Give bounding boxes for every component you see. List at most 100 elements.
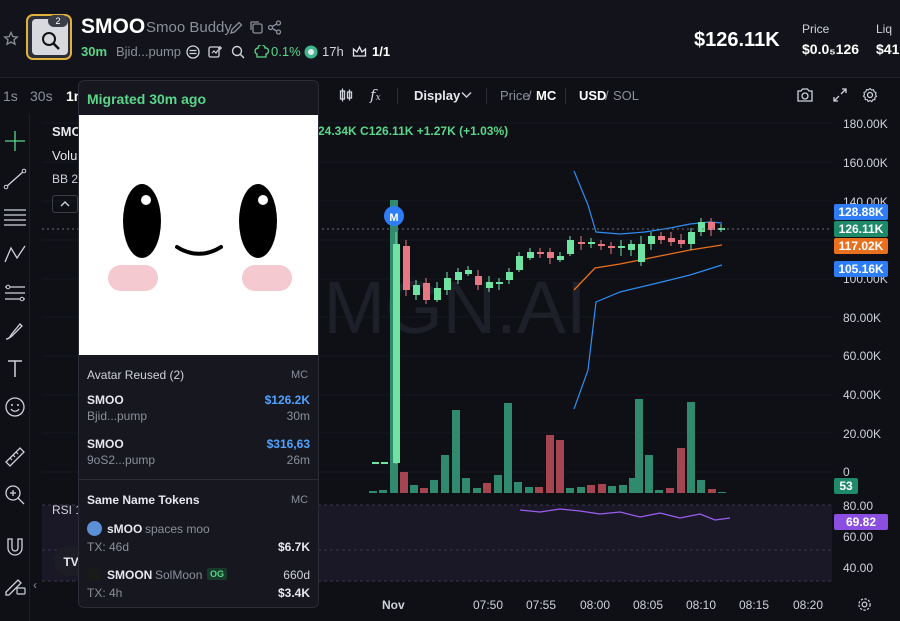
candle-body	[423, 283, 430, 300]
display-dropdown[interactable]: Display	[414, 88, 461, 103]
same-name-symbol: sMOO	[107, 522, 143, 536]
y-tick: 180.00K	[843, 117, 888, 131]
token-age: 30m	[81, 44, 108, 59]
edit-icon[interactable]	[229, 20, 244, 35]
x-tick: 08:05	[633, 598, 664, 612]
avatar-count-badge: 2	[48, 15, 68, 27]
search-icon[interactable]	[231, 45, 245, 59]
collapse-arrow-icon[interactable]: ‹	[33, 578, 37, 592]
token-symbol: SMOO	[81, 15, 146, 38]
volume-bar	[566, 488, 574, 493]
pattern-icon[interactable]	[2, 242, 28, 268]
website-icon[interactable]	[186, 45, 200, 59]
volume-bar	[535, 487, 543, 493]
same-name-tx: TX: 46d	[87, 540, 130, 554]
list-item[interactable]: sMOO spaces moo TX: 46d $6.7K	[79, 517, 318, 557]
candle-body	[527, 252, 534, 258]
timeframe-30s[interactable]: 30s	[30, 88, 53, 104]
timeframe-1s[interactable]: 1s	[3, 88, 18, 104]
fullscreen-icon[interactable]	[832, 87, 848, 103]
liquidity-label: Liq	[876, 22, 893, 36]
candle-body	[455, 272, 462, 280]
same-name-mc: $6.7K	[277, 540, 310, 554]
copy-icon[interactable]	[249, 20, 264, 35]
candle-body	[516, 256, 523, 270]
axis-settings-icon[interactable]	[857, 597, 872, 612]
migrated-status: Migrated 30m ago	[87, 91, 207, 107]
bb-indicator-label: BB 2	[52, 172, 79, 186]
mc-toggle[interactable]: MC	[536, 88, 557, 103]
collapse-indicators-button[interactable]	[52, 195, 78, 213]
candle-body	[444, 278, 451, 290]
price-toggle[interactable]: Price	[500, 88, 530, 103]
candle-type-icon[interactable]	[338, 87, 354, 103]
market-cap-value: $126.11K	[694, 29, 780, 51]
token-avatar	[87, 567, 102, 582]
list-item[interactable]: SMOO 9oS2...pump $316,63 26m	[79, 431, 318, 473]
svg-text:TV: TV	[63, 555, 78, 569]
mc-column-header: MC	[291, 494, 309, 506]
candle-body	[393, 244, 400, 463]
sol-toggle[interactable]: SOL	[613, 88, 640, 103]
x-tick: 08:20	[793, 598, 824, 612]
x-tick: Nov	[382, 598, 405, 612]
same-name-tx: TX: 4h	[87, 586, 123, 600]
star-icon[interactable]	[3, 31, 19, 47]
same-name-full: spaces moo	[145, 522, 210, 536]
candle-body	[678, 240, 685, 244]
chevron-down-icon[interactable]	[461, 91, 472, 99]
list-item[interactable]: SMOO Bjid...pump $126.2K 30m	[79, 387, 318, 429]
migration-marker[interactable]: M	[384, 206, 404, 226]
x-tick: 08:10	[686, 598, 717, 612]
crown-icon	[352, 45, 367, 59]
creator-address[interactable]: Bjid...pump	[116, 44, 182, 59]
share-icon[interactable]	[267, 20, 282, 35]
y-tick: 20.00K	[843, 427, 882, 441]
volume-bar	[452, 410, 460, 493]
divider	[79, 479, 318, 480]
lock-drawing-icon[interactable]	[2, 572, 28, 598]
brush-icon[interactable]	[2, 318, 28, 344]
time-since-metric: 17h	[322, 44, 344, 59]
candle-body	[618, 246, 625, 248]
ruler-icon[interactable]	[2, 444, 28, 470]
volume-bar	[494, 475, 502, 493]
zoom-in-icon[interactable]	[2, 482, 28, 508]
candle-body	[698, 222, 705, 232]
settings-icon[interactable]	[862, 87, 878, 103]
emoji-icon[interactable]	[2, 394, 28, 420]
candle-body	[567, 240, 574, 254]
candle-body	[688, 232, 695, 244]
candle-body	[578, 242, 585, 244]
volume-bar	[369, 491, 377, 493]
volume-bar	[577, 487, 585, 493]
fib-icon[interactable]	[2, 280, 28, 306]
candle-body	[434, 288, 441, 300]
rsi-indicator-label: RSI 1	[52, 503, 83, 517]
horizontal-lines-icon[interactable]	[2, 204, 28, 230]
rsi-tick: 40.00	[843, 561, 874, 575]
list-item[interactable]: SMOON SolMoon OG 660d TX: 4h $3.4K	[79, 563, 318, 603]
indicators-icon[interactable]: fx	[370, 86, 381, 104]
candle-body	[658, 236, 665, 240]
rsi-pill: 69.82	[834, 514, 888, 530]
og-badge: OG	[207, 568, 228, 580]
usd-toggle[interactable]: USD	[579, 88, 607, 103]
rsi-tick: 60.00	[843, 530, 874, 544]
volume-bar	[430, 480, 438, 493]
price-label: Price	[802, 22, 830, 36]
magnet-icon[interactable]	[2, 534, 28, 560]
camera-icon[interactable]	[796, 87, 814, 103]
crosshair-icon[interactable]	[2, 128, 28, 154]
y-tick: 0	[843, 465, 850, 479]
trend-line-icon[interactable]	[2, 166, 28, 192]
bb-lower-line	[573, 264, 723, 410]
y-tick: 60.00K	[843, 349, 882, 363]
volume-bar	[546, 435, 554, 493]
candle-body	[547, 252, 554, 258]
candle-body	[638, 244, 645, 262]
post-icon[interactable]	[208, 45, 223, 59]
candle-body	[668, 238, 675, 242]
reused-token-age: 30m	[286, 409, 310, 423]
text-tool-icon[interactable]	[2, 356, 28, 382]
